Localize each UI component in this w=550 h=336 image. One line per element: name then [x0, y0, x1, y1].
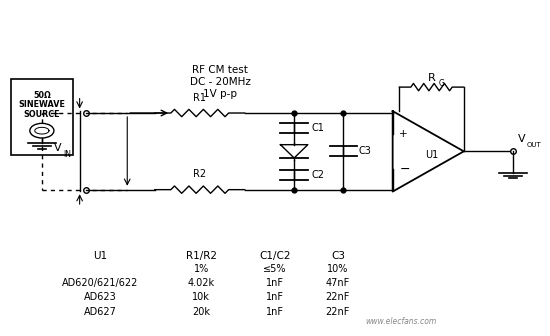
Text: R1/R2: R1/R2 — [185, 251, 217, 261]
Text: C1/C2: C1/C2 — [259, 251, 291, 261]
Text: 1nF: 1nF — [266, 292, 284, 302]
Text: C3: C3 — [359, 146, 372, 156]
Text: www.elecfans.com: www.elecfans.com — [365, 318, 437, 327]
Text: SINEWAVE: SINEWAVE — [19, 100, 65, 109]
Text: 22nF: 22nF — [326, 307, 350, 317]
Text: V: V — [54, 143, 62, 153]
Text: C1: C1 — [312, 123, 324, 133]
Text: V: V — [518, 134, 525, 144]
Text: +: + — [399, 129, 408, 139]
Text: 50Ω: 50Ω — [33, 91, 51, 100]
FancyBboxPatch shape — [11, 79, 73, 155]
Text: OUT: OUT — [526, 142, 541, 148]
Text: R: R — [428, 73, 436, 83]
Text: R2: R2 — [193, 169, 206, 179]
Text: AD620/621/622: AD620/621/622 — [62, 278, 138, 288]
Text: C3: C3 — [331, 251, 345, 261]
Text: C2: C2 — [312, 170, 324, 180]
Text: −: − — [399, 163, 410, 175]
Text: G: G — [438, 79, 444, 88]
Text: 22nF: 22nF — [326, 292, 350, 302]
Text: U1: U1 — [93, 251, 107, 261]
Text: SOURCE: SOURCE — [24, 110, 60, 119]
Text: 1nF: 1nF — [266, 278, 284, 288]
Text: DC - 20MHz: DC - 20MHz — [190, 77, 251, 87]
Text: 10k: 10k — [192, 292, 210, 302]
Text: U1: U1 — [426, 150, 439, 160]
Text: AD627: AD627 — [84, 307, 117, 317]
Text: AD623: AD623 — [84, 292, 116, 302]
Text: IN: IN — [63, 150, 71, 159]
Text: 1%: 1% — [194, 264, 209, 274]
Text: 4.02k: 4.02k — [188, 278, 214, 288]
Text: RF CM test: RF CM test — [192, 65, 248, 75]
Text: R1: R1 — [193, 93, 206, 103]
Text: 10%: 10% — [327, 264, 349, 274]
Text: 20k: 20k — [192, 307, 210, 317]
Text: ≤5%: ≤5% — [263, 264, 287, 274]
Text: 1V p-p: 1V p-p — [204, 89, 237, 99]
Text: 1nF: 1nF — [266, 307, 284, 317]
Text: 47nF: 47nF — [326, 278, 350, 288]
